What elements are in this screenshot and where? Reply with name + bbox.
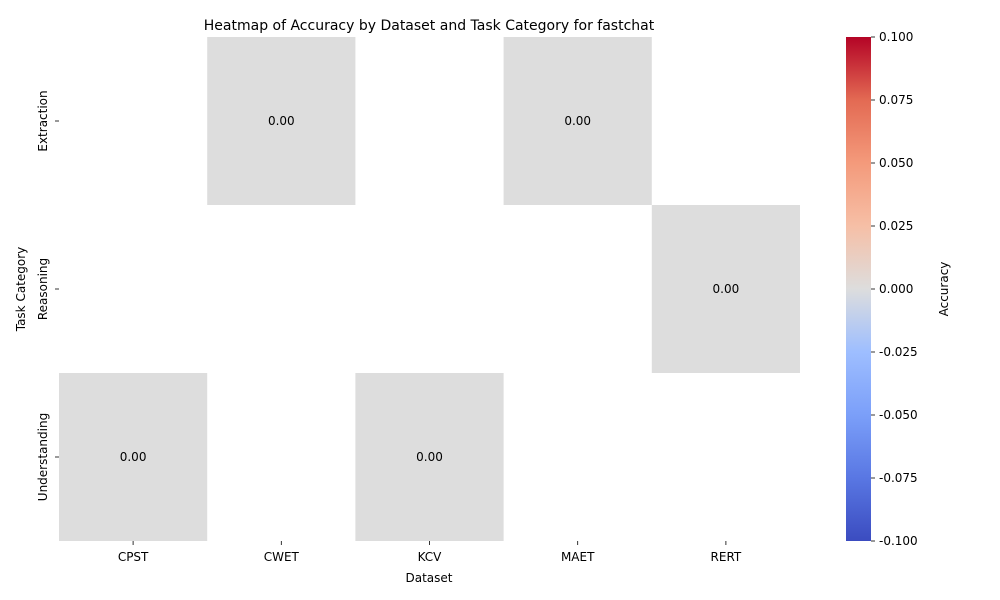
- heatmap-cell-kcv-understanding: [355, 373, 504, 541]
- cell-value-label: 0.00: [416, 450, 443, 464]
- colorbar-gradient: [846, 37, 871, 541]
- colorbar: -0.100 -0.075 -0.050 -0.025 0.000 0.025 0.050 0…: [846, 30, 951, 548]
- y-axis-ticks: Extraction Reasoning Understanding: [36, 90, 59, 501]
- x-tick-label: RERT: [711, 550, 742, 564]
- x-axis-ticks: CPST CWET KCV MAET RERT: [118, 541, 742, 564]
- colorbar-tick-label: 0.100: [879, 30, 913, 44]
- x-tick-label: CPST: [118, 550, 149, 564]
- cell-value-label: 0.00: [713, 282, 740, 296]
- heatmap-cell-cwet-extraction: [207, 37, 356, 205]
- x-tick-label: CWET: [264, 550, 300, 564]
- cell-value-label: 0.00: [268, 114, 295, 128]
- y-tick-label: Extraction: [36, 90, 50, 151]
- colorbar-tick-label: -0.075: [879, 471, 918, 485]
- y-tick-label: Understanding: [36, 413, 50, 501]
- heatmap-cell-maet-extraction: [503, 37, 652, 205]
- colorbar-tick-label: -0.025: [879, 345, 918, 359]
- x-tick-label: KCV: [418, 550, 443, 564]
- colorbar-tick-label: 0.050: [879, 156, 913, 170]
- colorbar-tick-label: 0.075: [879, 93, 913, 107]
- colorbar-tick-label: 0.025: [879, 219, 913, 233]
- colorbar-ticks: -0.100 -0.075 -0.050 -0.025 0.000 0.025 0.050 0…: [871, 30, 918, 548]
- cell-value-label: 0.00: [564, 114, 591, 128]
- colorbar-tick-label: 0.000: [879, 282, 913, 296]
- y-tick-label: Reasoning: [36, 258, 50, 320]
- heatmap-cells: 0.00 0.00 0.00 0.00 0.00: [59, 37, 800, 541]
- cell-value-label: 0.00: [120, 450, 147, 464]
- heatmap-cell-rert-reasoning: [651, 205, 800, 373]
- x-axis-label: Dataset: [406, 571, 453, 585]
- colorbar-tick-label: -0.050: [879, 408, 918, 422]
- x-tick-label: MAET: [561, 550, 595, 564]
- chart-title: Heatmap of Accuracy by Dataset and Task …: [204, 18, 655, 34]
- heatmap-cell-cpst-understanding: [59, 373, 208, 541]
- colorbar-label: Accuracy: [937, 262, 951, 317]
- colorbar-tick-label: -0.100: [879, 534, 918, 548]
- y-axis-label: Task Category: [14, 247, 28, 333]
